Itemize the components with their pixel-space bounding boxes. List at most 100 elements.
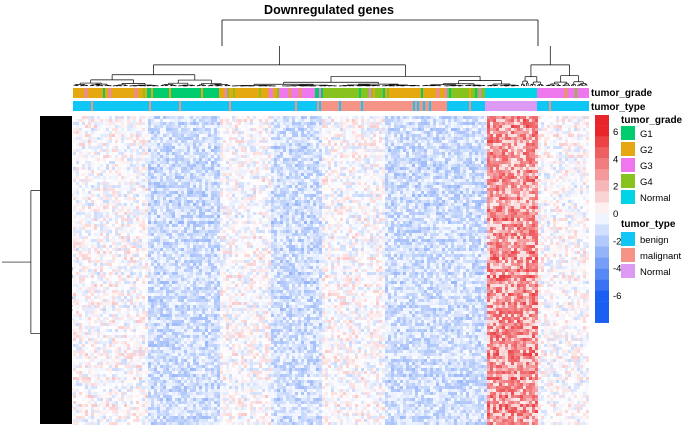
heatmap-cell — [142, 314, 145, 317]
heatmap-cell — [97, 347, 100, 350]
heatmap-cell — [109, 338, 112, 341]
heatmap-cell — [91, 188, 94, 191]
heatmap-cell — [82, 383, 85, 386]
heatmap-cell — [88, 311, 91, 314]
heatmap-cell — [97, 341, 100, 344]
heatmap-cell — [163, 128, 166, 131]
heatmap-cell — [124, 407, 127, 410]
heatmap-cell — [76, 257, 79, 260]
grade-annotation-cell — [277, 88, 279, 98]
heatmap-cell — [166, 170, 169, 173]
heatmap-cell — [124, 350, 127, 353]
heatmap-cell — [109, 143, 112, 146]
heatmap-cell — [97, 311, 100, 314]
heatmap-cell — [73, 377, 76, 380]
heatmap-cell — [145, 251, 148, 254]
type-annotation-cell — [575, 101, 577, 111]
heatmap-cell — [79, 119, 82, 122]
heatmap-cell — [106, 335, 109, 338]
grade-annotation-cell — [477, 88, 479, 98]
heatmap-cell — [139, 329, 142, 332]
type-annotation-cell — [427, 101, 429, 111]
heatmap-cell — [160, 176, 163, 179]
heatmap-cell — [133, 332, 136, 335]
heatmap-cell — [91, 284, 94, 287]
heatmap-cell — [109, 140, 112, 143]
type-annotation-cell — [263, 101, 265, 111]
grade-annotation-cell — [493, 88, 495, 98]
heatmap-cell — [100, 242, 103, 245]
heatmap-cell — [166, 254, 169, 257]
type-annotation-cell — [297, 101, 299, 111]
heatmap-cell — [154, 137, 157, 140]
type-annotation-cell — [501, 101, 503, 111]
heatmap-cell — [82, 368, 85, 371]
heatmap-cell — [94, 365, 97, 368]
grade-annotation-cell — [291, 88, 293, 98]
type-annotation-cell — [289, 101, 291, 111]
heatmap-cell — [130, 215, 133, 218]
heatmap-cell — [82, 377, 85, 380]
heatmap-cell — [136, 212, 139, 215]
heatmap-cell — [76, 383, 79, 386]
heatmap-cell — [151, 356, 154, 359]
heatmap-cell — [142, 275, 145, 278]
heatmap-cell — [112, 179, 115, 182]
heatmap-cell — [130, 221, 133, 224]
type-annotation-cell — [147, 101, 149, 111]
heatmap-cell — [97, 224, 100, 227]
heatmap-cell — [160, 407, 163, 410]
heatmap-cell — [127, 203, 130, 206]
heatmap-cell — [169, 143, 172, 146]
grade-annotation-cell — [229, 88, 231, 98]
heatmap-cell — [79, 347, 82, 350]
heatmap-cell — [151, 128, 154, 131]
heatmap-cell — [91, 239, 94, 242]
heatmap-cell — [142, 203, 145, 206]
heatmap-cell — [160, 149, 163, 152]
heatmap-cell — [154, 221, 157, 224]
heatmap-cell — [136, 209, 139, 212]
heatmap-cell — [94, 350, 97, 353]
heatmap-cell — [88, 188, 91, 191]
heatmap-cell — [79, 275, 82, 278]
heatmap-cell — [100, 299, 103, 302]
heatmap-cell — [124, 347, 127, 350]
heatmap-cell — [115, 380, 118, 383]
heatmap-cell — [112, 326, 115, 329]
heatmap-cell — [145, 263, 148, 266]
heatmap-cell — [127, 200, 130, 203]
heatmap-cell — [169, 257, 172, 260]
heatmap-cell — [154, 413, 157, 416]
heatmap-cell — [94, 416, 97, 419]
heatmap-cell — [145, 302, 148, 305]
heatmap-cell — [91, 263, 94, 266]
heatmap-cell — [133, 239, 136, 242]
heatmap-cell — [136, 290, 139, 293]
heatmap-cell — [91, 293, 94, 296]
heatmap-cell — [157, 413, 160, 416]
type-annotation-cell — [109, 101, 111, 111]
heatmap-cell — [169, 266, 172, 269]
heatmap-cell — [88, 152, 91, 155]
heatmap-cell — [88, 419, 91, 422]
heatmap-cell — [82, 329, 85, 332]
heatmap-cell — [100, 401, 103, 404]
heatmap-cell — [166, 278, 169, 281]
heatmap-cell — [142, 368, 145, 371]
heatmap-cell — [100, 155, 103, 158]
heatmap-cell — [73, 206, 76, 209]
type-annotation-cell — [407, 101, 409, 111]
heatmap-cell — [133, 308, 136, 311]
grade-annotation-cell — [197, 88, 199, 98]
heatmap-cell — [145, 371, 148, 374]
type-annotation-cell — [383, 101, 385, 111]
heatmap-cell — [142, 161, 145, 164]
heatmap-cell — [148, 131, 151, 134]
heatmap-cell — [118, 329, 121, 332]
type-annotation-cell — [367, 101, 369, 111]
heatmap-cell — [148, 326, 151, 329]
heatmap-cell — [82, 248, 85, 251]
heatmap-cell — [109, 260, 112, 263]
heatmap-cell — [97, 272, 100, 275]
